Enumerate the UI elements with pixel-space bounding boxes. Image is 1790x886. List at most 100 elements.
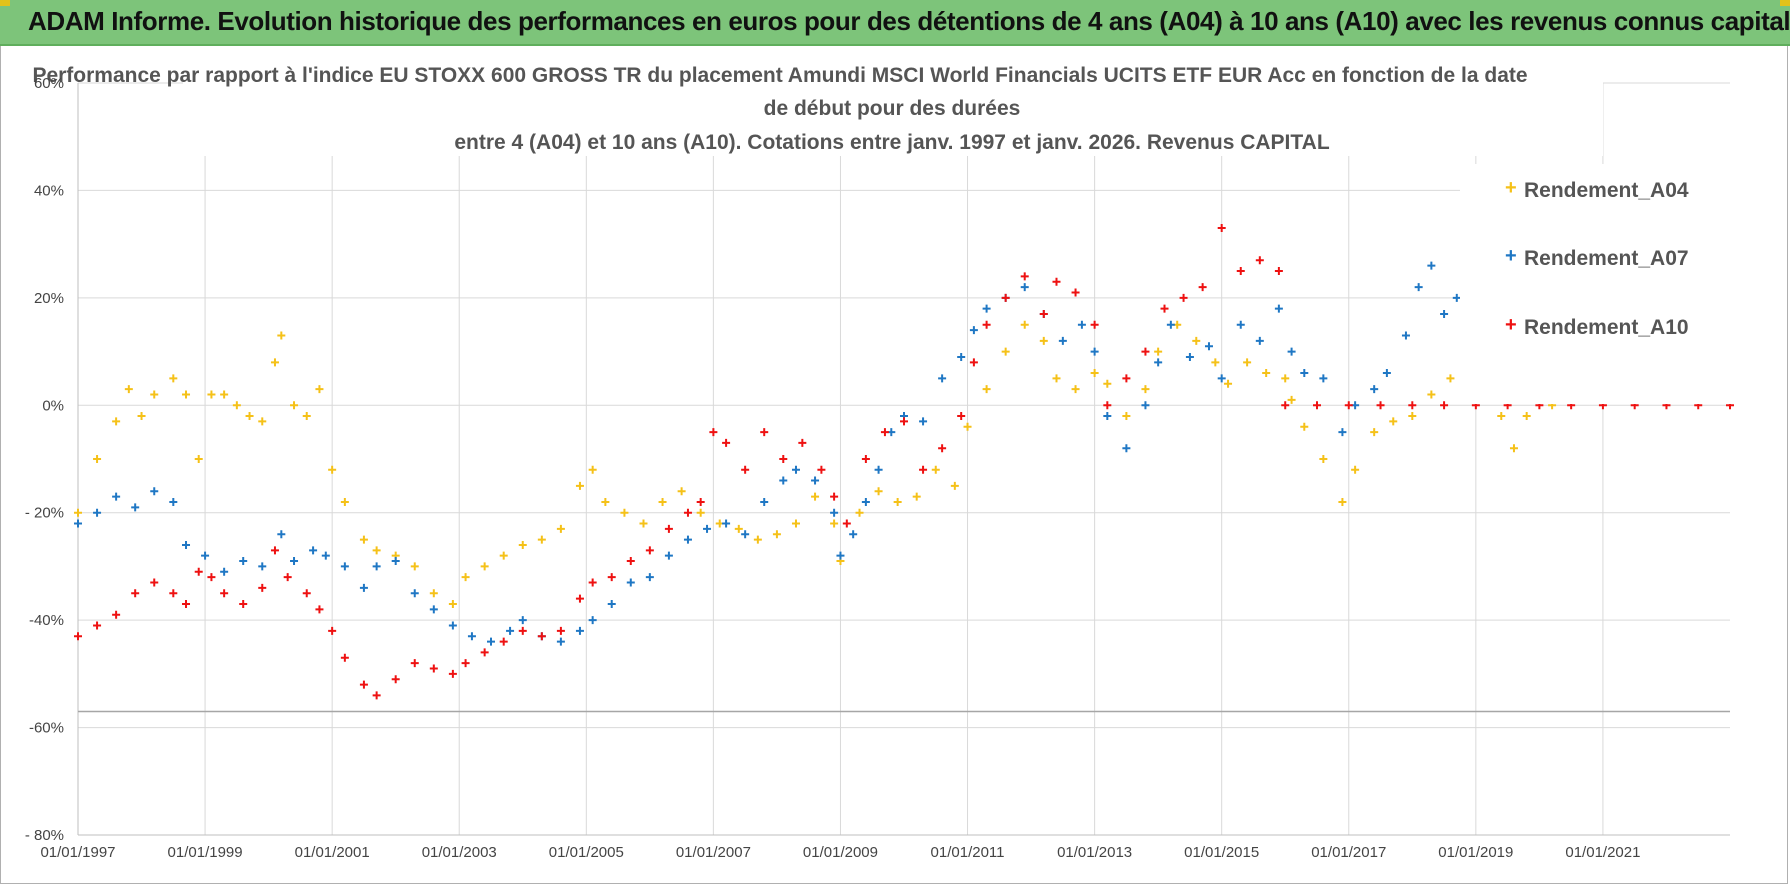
data-point: [874, 487, 883, 496]
data-point: [1211, 358, 1220, 367]
data-point: [779, 455, 788, 463]
data-point: [315, 605, 324, 614]
y-tick-label: 40%: [34, 182, 64, 199]
data-point: [302, 589, 311, 598]
data-point: [1427, 261, 1436, 270]
data-point: [448, 669, 457, 678]
data-point: [1198, 283, 1207, 292]
data-point: [1389, 417, 1398, 426]
data-point: [220, 567, 229, 576]
x-axis-ticks: 01/01/1997 01/01/1999 01/01/2001 01/01/2003…: [40, 844, 1640, 861]
data-point: [74, 519, 82, 528]
data-point: [1217, 374, 1226, 383]
data-point: [607, 600, 616, 609]
data-point: [1204, 342, 1213, 351]
data-point: [1370, 428, 1379, 437]
data-point: [969, 358, 978, 367]
data-point: [1319, 374, 1328, 383]
data-point: [683, 508, 692, 517]
data-point: [1141, 401, 1150, 410]
x-tick-label: 01/01/2005: [549, 844, 624, 861]
data-point: [1338, 497, 1347, 506]
data-point: [506, 626, 515, 635]
data-point: [1408, 412, 1417, 421]
data-point: [537, 535, 546, 544]
data-point: [1236, 267, 1245, 275]
data-point: [315, 385, 324, 394]
x-tick-label: 01/01/2019: [1438, 844, 1513, 861]
data-point: [1401, 331, 1410, 340]
report-banner: ADAM Informe. Evolution historique des p…: [0, 0, 1790, 46]
data-point: [1274, 304, 1283, 313]
data-point: [601, 497, 610, 506]
data-point: [1440, 401, 1449, 410]
x-tick-label: 01/01/1999: [168, 844, 243, 861]
data-point: [696, 508, 705, 517]
legend: + Rendement_A04 + Rendement_A07 + Rendem…: [1460, 164, 1750, 404]
scatter-chart: Performance par rapport à l'indice EU ST…: [25, 56, 1750, 861]
data-point: [1122, 412, 1131, 421]
data-point: [1408, 401, 1417, 410]
data-point: [391, 675, 400, 684]
data-point: [779, 476, 788, 485]
data-point: [1052, 374, 1061, 383]
data-point: [556, 637, 565, 646]
data-point: [359, 680, 368, 689]
data-point: [664, 551, 673, 560]
title-backdrop: [183, 56, 1603, 156]
data-points: [74, 224, 1734, 700]
data-point: [487, 637, 495, 646]
banner-title: ADAM Informe. Evolution historique des p…: [28, 6, 1790, 36]
data-point: [1382, 369, 1391, 378]
data-point: [900, 417, 908, 426]
data-point: [182, 390, 191, 399]
x-tick-label: 01/01/2021: [1565, 844, 1640, 861]
legend-marker-a04: +: [1505, 177, 1517, 199]
data-point: [734, 524, 743, 533]
data-point: [880, 428, 889, 437]
legend-marker-a07: +: [1505, 245, 1517, 267]
data-point: [1192, 336, 1201, 345]
legend-label-a07: Rendement_A07: [1524, 247, 1689, 270]
data-point: [1154, 358, 1163, 367]
data-point: [112, 610, 121, 619]
plot-title-line-2: de début pour des durées: [764, 97, 1021, 120]
plot-title-line-1: Performance par rapport à l'indice EU ST…: [32, 64, 1527, 87]
data-point: [607, 573, 616, 582]
data-point: [683, 535, 692, 544]
data-point: [969, 326, 978, 335]
data-point: [817, 465, 826, 474]
data-point: [798, 438, 807, 447]
x-tick-label: 01/01/2009: [803, 844, 878, 861]
data-point: [1001, 347, 1010, 356]
data-point: [131, 589, 140, 598]
x-tick-label: 01/01/2017: [1311, 844, 1386, 861]
data-point: [283, 573, 292, 582]
data-point: [207, 390, 216, 399]
data-point: [982, 320, 991, 329]
data-point: [1313, 401, 1321, 410]
data-point: [1440, 309, 1449, 318]
data-point: [372, 546, 381, 555]
data-point: [537, 632, 546, 641]
data-point: [588, 616, 597, 625]
data-point: [328, 465, 337, 474]
data-point: [1185, 352, 1194, 361]
data-point: [1179, 293, 1188, 302]
banner-corner-accent-right: [1780, 0, 1790, 6]
data-point: [93, 455, 102, 463]
data-point: [677, 487, 686, 496]
data-point: [207, 573, 216, 582]
data-point: [277, 331, 286, 340]
data-point: [232, 401, 241, 410]
data-point: [1090, 369, 1099, 378]
y-tick-label: -40%: [29, 612, 64, 629]
data-point: [1122, 374, 1131, 383]
data-point: [429, 664, 438, 673]
data-point: [258, 583, 267, 592]
data-point: [74, 632, 82, 641]
data-point: [982, 385, 991, 394]
data-point: [855, 508, 864, 517]
data-point: [93, 621, 102, 630]
data-point: [518, 540, 527, 549]
